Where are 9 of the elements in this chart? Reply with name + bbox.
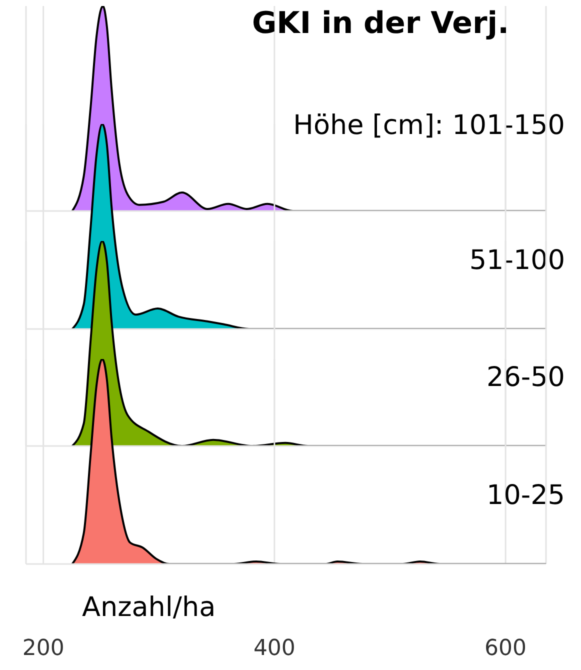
x-tick-label: 600 <box>484 636 527 662</box>
text: Höhe [cm]: 101-150 <box>293 110 565 141</box>
text: 51-100 <box>469 244 565 276</box>
x-axis-title: Anzahl/ha <box>82 592 216 624</box>
text: 26-50 <box>486 362 565 394</box>
x-tick-label: 400 <box>253 636 296 662</box>
text: 10-25 <box>486 480 565 512</box>
chart-title: GKI in der Verj. <box>252 6 509 41</box>
x-tick-label: 200 <box>22 636 64 662</box>
